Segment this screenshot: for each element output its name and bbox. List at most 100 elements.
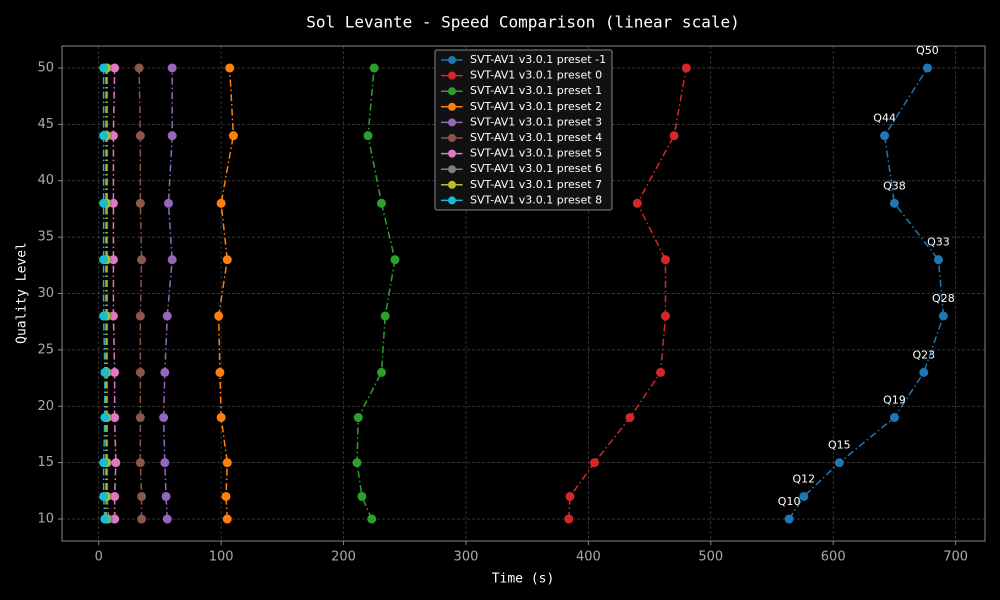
y-tick-label: 40 (37, 173, 54, 188)
annotation: Q50 (916, 44, 939, 57)
y-tick-label: 30 (37, 286, 54, 301)
data-point (110, 367, 120, 377)
data-point (135, 198, 145, 208)
series-line (102, 67, 106, 520)
data-point (632, 198, 642, 208)
data-point (161, 491, 171, 501)
data-point (135, 311, 145, 321)
data-point (369, 63, 379, 73)
legend-label: SVT-AV1 v3.0.1 preset 8 (470, 193, 602, 206)
data-point (134, 63, 144, 73)
legend-marker (448, 149, 456, 158)
data-point (390, 255, 400, 265)
chart-title: Sol Levante - Speed Comparison (linear s… (306, 13, 739, 32)
data-point (99, 458, 109, 468)
y-tick-label: 35 (37, 230, 54, 245)
x-tick-label: 500 (698, 550, 723, 565)
legend-label: SVT-AV1 v3.0.1 preset 6 (470, 162, 602, 175)
data-point (99, 63, 109, 73)
data-point (656, 367, 666, 377)
data-point (100, 367, 110, 377)
annotation: Q33 (927, 236, 950, 249)
x-tick-label: 600 (821, 550, 846, 565)
data-point (167, 131, 177, 141)
data-point (228, 131, 238, 141)
y-tick-label: 15 (37, 455, 54, 470)
data-point (160, 367, 170, 377)
data-point (880, 131, 890, 141)
y-tick-label: 20 (37, 399, 54, 414)
legend-box (434, 49, 613, 211)
data-point (137, 491, 147, 501)
legend-label: SVT-AV1 v3.0.1 preset 5 (470, 147, 602, 160)
data-point (625, 413, 635, 423)
legend-marker (448, 118, 456, 127)
legend-label: SVT-AV1 v3.0.1 preset 2 (470, 100, 602, 113)
y-axis-label: Quality Level (15, 242, 30, 344)
data-point (216, 198, 226, 208)
legend-marker (448, 134, 456, 142)
annotation: Q10 (778, 495, 801, 508)
series-line (162, 67, 173, 520)
y-tick-label: 50 (37, 60, 54, 75)
data-point (160, 458, 170, 468)
x-tick-label: 200 (331, 550, 356, 565)
data-point (352, 458, 362, 468)
data-point (565, 491, 575, 501)
x-tick-label: 0 (95, 550, 103, 565)
data-point (377, 367, 386, 377)
legend-label: SVT-AV1 v3.0.1 preset 1 (470, 84, 602, 97)
data-point (933, 255, 943, 265)
data-point (162, 311, 172, 321)
legend-marker (448, 165, 456, 174)
data-point (110, 413, 120, 423)
x-tick-label: 400 (576, 550, 601, 565)
data-point (99, 311, 109, 321)
series-line (568, 67, 688, 520)
data-point (377, 198, 386, 208)
data-point (222, 514, 232, 524)
data-point (164, 198, 173, 208)
data-point (167, 255, 177, 265)
data-point (363, 131, 373, 141)
data-point (353, 413, 363, 423)
data-point (889, 413, 899, 423)
x-tick-label: 700 (943, 550, 968, 565)
series-line (217, 67, 235, 520)
annotation: Q28 (932, 292, 955, 305)
data-point (135, 131, 145, 141)
annotation: Q12 (792, 472, 815, 485)
data-point (225, 63, 235, 73)
series-line (106, 67, 110, 520)
legend-label: SVT-AV1 v3.0.1 preset 4 (470, 131, 602, 144)
y-tick-label: 25 (37, 342, 54, 357)
legend-marker (448, 71, 456, 80)
data-point (784, 514, 794, 524)
y-tick-label: 45 (37, 117, 54, 132)
data-point (99, 198, 109, 208)
data-point (564, 514, 574, 524)
annotation: Q38 (883, 179, 906, 192)
data-point (799, 491, 809, 501)
data-point (661, 311, 670, 321)
data-point (590, 458, 599, 468)
data-point (834, 458, 844, 468)
data-point (135, 413, 145, 423)
data-point (110, 491, 120, 501)
data-point (380, 311, 390, 321)
annotation: Q44 (873, 112, 896, 125)
annotation: Q23 (912, 348, 935, 361)
data-point (889, 198, 899, 208)
data-point (919, 367, 929, 377)
data-point (367, 514, 377, 524)
data-point (100, 514, 110, 524)
data-point (111, 458, 121, 468)
data-point (110, 63, 120, 73)
data-point (167, 63, 177, 73)
data-point (99, 255, 109, 265)
data-point (681, 63, 691, 73)
data-point (922, 63, 932, 73)
y-tick-label: 10 (37, 512, 54, 527)
plot-frame (61, 45, 986, 542)
